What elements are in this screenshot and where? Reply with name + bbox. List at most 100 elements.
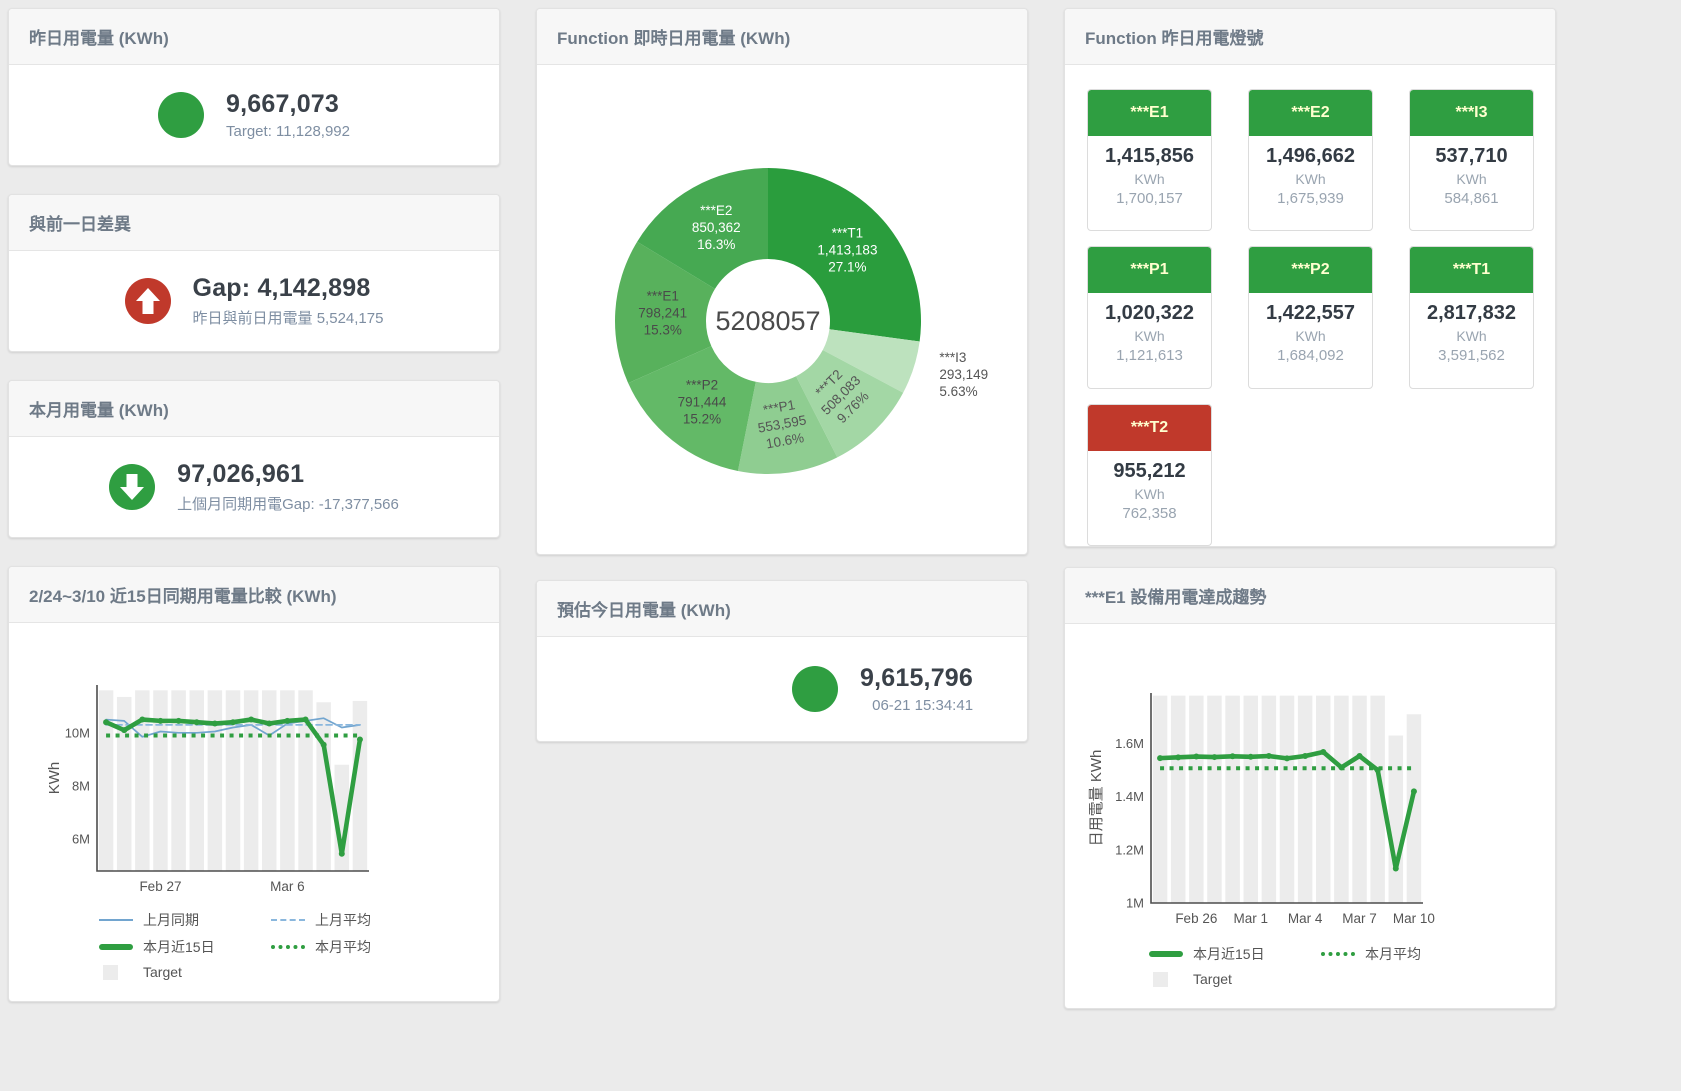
series-point <box>157 717 164 724</box>
series-point <box>121 727 128 734</box>
target-bar <box>225 690 241 871</box>
series-point <box>1211 754 1218 761</box>
slice-label-name: ***T1 <box>832 226 864 241</box>
tile-name: ***P2 <box>1249 247 1372 294</box>
series-point <box>211 720 218 727</box>
legend-item[interactable]: 上月平均 <box>271 910 443 930</box>
target-bar <box>1207 695 1222 903</box>
tile-name: ***T2 <box>1088 404 1211 451</box>
card-title: Function 昨日用電燈號 <box>1085 29 1264 48</box>
legend-item[interactable]: 上月同期 <box>99 910 271 930</box>
pie-slice-T2[interactable] <box>796 350 904 458</box>
series-point <box>1392 865 1399 872</box>
tile-unit: KWh <box>1134 171 1165 187</box>
target-bar <box>1370 695 1385 903</box>
target-bar <box>1279 695 1295 903</box>
target-bar <box>316 702 331 871</box>
slice-label-pct: 27.1% <box>828 260 866 275</box>
kpi-subtext: 昨日與前日用電量 5,524,175 <box>192 310 384 327</box>
legend-item[interactable]: 本月平均 <box>1321 944 1493 964</box>
status-tiles-grid: ***E1 1,415,856 KWh 1,700,157 ***E2 1,496,662… <box>1065 65 1534 546</box>
legend-item[interactable]: Target <box>99 964 271 980</box>
pie-slice-P2[interactable] <box>628 346 756 472</box>
target-bar <box>1334 695 1349 903</box>
tile-target: 1,684,092 <box>1277 347 1344 365</box>
tile-body: 1,415,856 KWh 1,700,157 <box>1088 136 1211 219</box>
card-15day-compare-chart: 2/24~3/10 近15日同期用電量比較 (KWh) 6M 8M 10M Feb 2… <box>8 566 500 1002</box>
target-bar <box>1261 695 1277 903</box>
tile-target: 1,675,939 <box>1277 190 1344 207</box>
legend-label: 本月近15日 <box>1193 946 1265 962</box>
legend-label: 本月平均 <box>1365 946 1421 962</box>
legend-label: 上月平均 <box>315 912 371 928</box>
dashboard: 昨日用電量 (KWh) 9,667,073 Target: 11,128,992… <box>8 8 1556 1009</box>
status-tile-P2: ***P2 1,422,557 KWh 1,684,092 <box>1248 246 1373 389</box>
series-point <box>1229 753 1236 760</box>
y-axis-label: KWh <box>46 762 63 795</box>
slice-label-pct: 5.63% <box>939 384 977 399</box>
x-tick: Mar 6 <box>270 879 305 894</box>
y-tick: 8M <box>72 778 90 793</box>
legend-item[interactable]: 本月近15日 <box>1149 944 1321 964</box>
target-bar <box>1406 714 1422 903</box>
tile-value: 537,710 <box>1435 145 1508 167</box>
realtime-donut-chart: ***T1 1,413,183 27.1% ***I3 293,149 5.63% ***T… <box>536 81 1028 556</box>
status-tile-E2: ***E2 1,496,662 KWh 1,675,939 <box>1248 89 1373 232</box>
y-tick: 1.4M <box>1115 789 1144 804</box>
kpi-value: 9,615,796 <box>860 664 974 692</box>
slice-label-value: 293,149 <box>939 367 988 382</box>
status-tile-I3: ***I3 537,710 KWh 584,861 <box>1409 89 1534 232</box>
pie-slice-I3[interactable] <box>822 329 920 393</box>
target-bar <box>98 690 114 871</box>
arrow-up-circle-icon <box>124 278 171 324</box>
axes <box>1150 693 1423 904</box>
series-point <box>1410 788 1417 795</box>
card-title: 預估今日用電量 (KWh) <box>557 601 731 620</box>
series-point <box>1356 753 1363 759</box>
x-tick: Mar 1 <box>1233 911 1268 926</box>
target-bar <box>171 690 186 871</box>
card-header: 本月用電量 (KWh) <box>9 381 499 437</box>
trend-chart-svg[interactable]: 1M 1.2M 1.4M 1.6M Feb 26 Mar 1 Mar 4 Mar 7 Mar 1… <box>1087 687 1437 935</box>
slice-label-value: 798,241 <box>638 305 687 320</box>
series-point <box>139 716 146 723</box>
pie-slice-P1[interactable] <box>737 376 838 474</box>
legend-item[interactable]: 本月近15日 <box>99 937 271 957</box>
target-bar <box>1243 695 1258 903</box>
legend-item[interactable]: 本月平均 <box>271 937 443 957</box>
slice-label-pct: 15.3% <box>644 322 682 337</box>
y-tick: 1.6M <box>1115 736 1144 751</box>
slice-label-value: 850,362 <box>692 220 741 235</box>
pie-slice-E1[interactable] <box>615 241 715 384</box>
legend-swatch-dotted-icon <box>271 945 305 949</box>
series-point <box>193 719 200 726</box>
kpi-subtext: 上個月同期用電Gap: -17,377,566 <box>177 496 399 513</box>
legend-swatch-square-icon <box>1153 971 1168 987</box>
donut-svg[interactable]: ***T11,413,18327.1%***I3293,1495.63%***T… <box>536 81 1028 551</box>
tile-unit: KWh <box>1134 328 1165 345</box>
series-point <box>356 736 363 743</box>
tile-target: 1,700,157 <box>1116 190 1183 207</box>
slice-label-name: ***P2 <box>686 377 718 392</box>
compare-chart-svg[interactable]: 6M 8M 10M Feb 27 Mar 6 KWh <box>45 679 385 901</box>
pie-slice-E2[interactable] <box>637 168 768 289</box>
series-point <box>1320 749 1327 756</box>
target-bar <box>280 690 295 871</box>
series-point <box>1284 755 1290 762</box>
slice-label-value: 1,413,183 <box>817 243 877 258</box>
compare-chart-legend: 上月同期 上月平均本月近15日 本月平均 Target <box>99 910 499 987</box>
kpi-value: Gap: 4,142,898 <box>192 274 371 302</box>
x-tick: Mar 10 <box>1393 911 1435 926</box>
series-point <box>284 717 291 724</box>
slice-label-pct: 15.2% <box>683 411 721 426</box>
card-e1-trend-chart: ***E1 設備用電達成趨勢 1M 1.2M 1.4M 1.6M Feb 26 Mar 1… <box>1064 567 1556 1009</box>
slice-label-name: ***P1 <box>762 397 796 417</box>
series-point <box>103 719 110 726</box>
x-tick: Feb 27 <box>139 879 181 894</box>
card-realtime-donut: Function 即時日用電量 (KWh) ***T1 1,413,183 27.1… <box>536 8 1028 555</box>
card-header: 2/24~3/10 近15日同期用電量比較 (KWh) <box>9 567 499 623</box>
legend-item[interactable]: Target <box>1149 971 1321 987</box>
series-point <box>248 716 255 723</box>
card-header: ***E1 設備用電達成趨勢 <box>1065 568 1555 624</box>
pie-slice-T1[interactable] <box>768 168 921 342</box>
